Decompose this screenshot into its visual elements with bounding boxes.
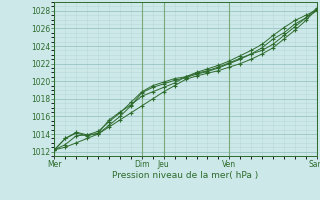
X-axis label: Pression niveau de la mer( hPa ): Pression niveau de la mer( hPa ): [112, 171, 259, 180]
